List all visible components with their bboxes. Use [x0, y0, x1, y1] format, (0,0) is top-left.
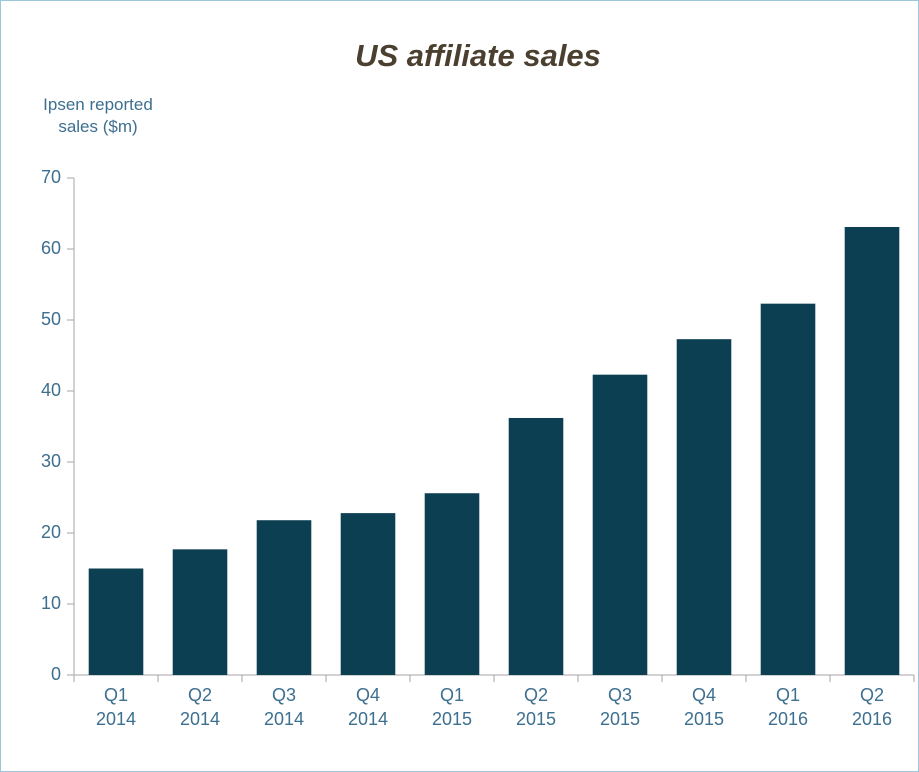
x-tick-label: Q1 2016 [768, 685, 808, 729]
bar [172, 549, 228, 675]
y-tick-label: 10 [41, 593, 61, 613]
y-axis-label: Ipsen reported sales ($m) [43, 95, 153, 136]
y-tick-label: 0 [51, 664, 61, 684]
bar [424, 493, 480, 675]
bar [760, 303, 816, 675]
x-tick-label: Q2 2015 [516, 685, 556, 729]
y-tick-label: 70 [41, 167, 61, 187]
bar [88, 568, 144, 675]
x-tick-label: Q3 2015 [600, 685, 640, 729]
x-tick-label: Q1 2014 [96, 685, 136, 729]
bar [508, 417, 564, 675]
y-tick-label: 30 [41, 451, 61, 471]
x-tick-label: Q2 2014 [180, 685, 220, 729]
bar [256, 520, 312, 675]
x-tick-label: Q2 2016 [852, 685, 892, 729]
x-tick-label: Q1 2015 [432, 685, 472, 729]
chart-title: US affiliate sales [355, 38, 601, 73]
bar [340, 513, 396, 675]
y-tick-label: 20 [41, 522, 61, 542]
bar [592, 374, 648, 675]
bar [676, 339, 732, 675]
x-tick-label: Q4 2015 [684, 685, 724, 729]
y-tick-label: 50 [41, 309, 61, 329]
y-tick-label: 40 [41, 380, 61, 400]
x-tick-label: Q3 2014 [264, 685, 304, 729]
y-tick-label: 60 [41, 238, 61, 258]
x-tick-label: Q4 2014 [348, 685, 388, 729]
bar [844, 226, 900, 676]
